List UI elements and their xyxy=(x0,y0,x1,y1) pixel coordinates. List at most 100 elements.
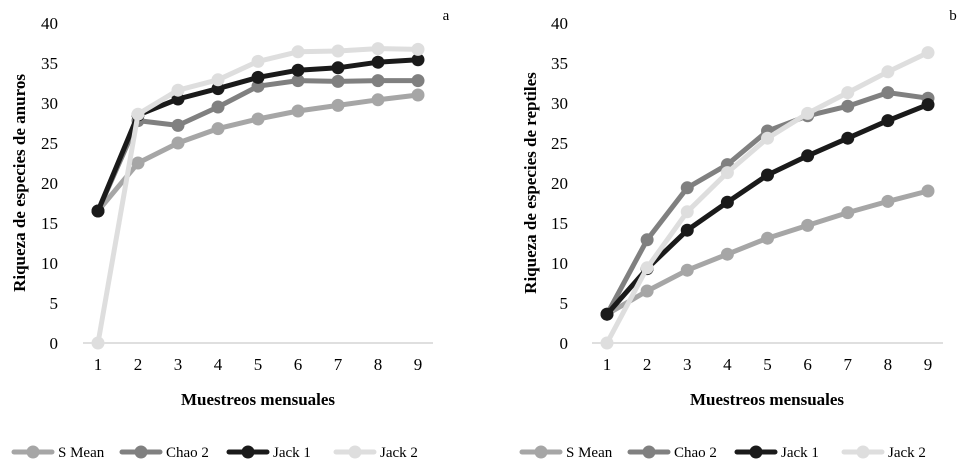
chart-b-point-s-mean xyxy=(841,206,855,220)
chart-a-x-tick-label: 2 xyxy=(134,355,143,374)
chart-a-point-chao-2 xyxy=(371,74,385,88)
chart-b-legend-label-jack-1: Jack 1 xyxy=(781,445,819,461)
chart-b-point-s-mean xyxy=(881,194,895,208)
chart-a-point-jack-2 xyxy=(91,336,105,350)
chart-a-x-tick-label: 3 xyxy=(174,355,183,374)
chart-b-x-tick-label: 2 xyxy=(643,355,652,374)
chart-b-point-chao-2 xyxy=(680,181,694,195)
chart-b-legend-label-chao-2: Chao 2 xyxy=(674,445,717,461)
chart-b-point-s-mean xyxy=(680,263,694,277)
chart-b-panel-label: b xyxy=(949,8,957,24)
chart-b-y-tick-label: 5 xyxy=(560,294,569,313)
chart-b-point-jack-1 xyxy=(801,149,815,163)
chart-a-x-tick-label: 5 xyxy=(254,355,263,374)
chart-a-point-jack-2 xyxy=(131,107,145,121)
chart-b-point-s-mean xyxy=(921,184,935,198)
chart-a-y-tick-label: 0 xyxy=(50,334,59,353)
chart-a-y-axis-title: Riqueza de especies de anuros xyxy=(10,74,29,292)
chart-a-point-s-mean xyxy=(411,88,425,102)
chart-b-y-tick-label: 40 xyxy=(551,14,568,33)
chart-b-x-tick-label: 8 xyxy=(884,355,893,374)
chart-a-y-tick-label: 20 xyxy=(41,174,58,193)
chart-a-legend-label-jack-2: Jack 2 xyxy=(380,445,418,461)
chart-a-point-s-mean xyxy=(131,156,145,170)
chart-a-point-jack-2 xyxy=(291,45,305,59)
chart-a-legend-marker-chao-2 xyxy=(134,445,148,459)
chart-a-series-line-jack-2 xyxy=(95,46,421,346)
chart-b-point-s-mean xyxy=(801,218,815,232)
chart-a-panel: 0 5 10 15 20 25 30 35 40 1 2 3 4 5 6 7 8 9 Muestreos mensu… xyxy=(10,8,450,461)
chart-b-y-tick-label: 35 xyxy=(551,54,568,73)
chart-a-point-jack-1 xyxy=(291,63,305,77)
chart-a-panel-label: a xyxy=(443,8,450,24)
chart-a-y-tick-label: 30 xyxy=(41,94,58,113)
chart-b-y-tick-label: 25 xyxy=(551,134,568,153)
chart-b-point-chao-2 xyxy=(640,233,654,247)
chart-a-legend-label-s-mean: S Mean xyxy=(58,445,105,461)
chart-a-point-chao-2 xyxy=(331,74,345,88)
chart-b-x-axis-title: Muestreos mensuales xyxy=(690,390,844,409)
chart-b-legend-marker-s-mean xyxy=(534,445,548,459)
chart-a-point-jack-2 xyxy=(251,54,265,68)
chart-b-y-tick-label: 15 xyxy=(551,214,568,233)
chart-a-point-s-mean xyxy=(371,93,385,107)
chart-b-point-jack-1 xyxy=(881,114,895,128)
chart-b-point-jack-2 xyxy=(801,106,815,120)
chart-b-y-axis-title: Riqueza de especies de reptiles xyxy=(521,72,540,294)
chart-b-x-tick-label: 1 xyxy=(603,355,612,374)
chart-b-point-jack-1 xyxy=(680,223,694,237)
chart-b-y-tick-label: 30 xyxy=(551,94,568,113)
chart-b-x-tick-label: 6 xyxy=(803,355,812,374)
chart-b-x-tick-label: 4 xyxy=(723,355,732,374)
chart-a-point-jack-1 xyxy=(411,53,425,67)
chart-a-y-tick-label: 40 xyxy=(41,14,58,33)
chart-a-point-s-mean xyxy=(171,136,185,150)
chart-b-point-s-mean xyxy=(640,284,654,298)
chart-b-legend: S Mean Chao 2 Jack 1 Jack 2 xyxy=(519,445,926,461)
chart-b-point-jack-2 xyxy=(841,86,855,100)
chart-b-point-jack-1 xyxy=(600,307,614,321)
chart-a-x-tick-label: 9 xyxy=(414,355,423,374)
chart-b-x-tick-label: 3 xyxy=(683,355,692,374)
chart-b-point-chao-2 xyxy=(841,99,855,113)
chart-b-point-s-mean xyxy=(720,247,734,261)
chart-a-legend-marker-jack-2 xyxy=(348,445,362,459)
chart-b-legend-label-jack-2: Jack 2 xyxy=(888,445,926,461)
chart-a-x-axis-title: Muestreos mensuales xyxy=(181,390,335,409)
chart-b-legend-marker-jack-1 xyxy=(749,445,763,459)
chart-a-y-tick-label: 25 xyxy=(41,134,58,153)
chart-b-y-tick-label: 10 xyxy=(551,254,568,273)
chart-a-point-jack-1 xyxy=(91,204,105,218)
chart-a-legend-label-jack-1: Jack 1 xyxy=(273,445,311,461)
chart-b-point-jack-1 xyxy=(761,168,774,182)
chart-a-x-tick-label: 4 xyxy=(214,355,223,374)
chart-b-point-jack-1 xyxy=(921,98,935,112)
chart-a-point-s-mean xyxy=(331,98,345,112)
chart-a-x-tick-label: 6 xyxy=(294,355,303,374)
chart-a-point-jack-2 xyxy=(331,44,345,58)
chart-b-point-jack-2 xyxy=(720,166,734,180)
chart-b-point-s-mean xyxy=(761,231,774,245)
chart-b-panel: 0 5 10 15 20 25 30 35 40 1 2 3 4 5 6 7 8 9 Muestreos mensu… xyxy=(519,8,957,461)
chart-a-y-tick-label: 10 xyxy=(41,254,58,273)
chart-a-legend-marker-s-mean xyxy=(26,445,40,459)
chart-b-point-jack-1 xyxy=(841,131,855,145)
chart-b-x-tick-label: 5 xyxy=(763,355,772,374)
chart-b-legend-marker-jack-2 xyxy=(856,445,870,459)
chart-b-y-tick-label: 0 xyxy=(560,334,569,353)
chart-a-point-chao-2 xyxy=(211,100,225,114)
chart-b-point-jack-2 xyxy=(921,46,935,60)
chart-b-legend-label-s-mean: S Mean xyxy=(566,445,613,461)
chart-a-x-tick-label: 1 xyxy=(94,355,103,374)
chart-a-point-chao-2 xyxy=(411,74,425,88)
chart-b-point-jack-2 xyxy=(881,65,895,79)
chart-a-point-jack-2 xyxy=(171,83,185,97)
chart-a-point-s-mean xyxy=(211,122,225,136)
chart-a-point-jack-2 xyxy=(371,42,385,56)
chart-a-x-tick-label: 8 xyxy=(374,355,383,374)
chart-b-point-jack-2 xyxy=(600,336,614,350)
chart-a-legend-marker-jack-1 xyxy=(241,445,255,459)
chart-a-point-s-mean xyxy=(251,112,265,126)
